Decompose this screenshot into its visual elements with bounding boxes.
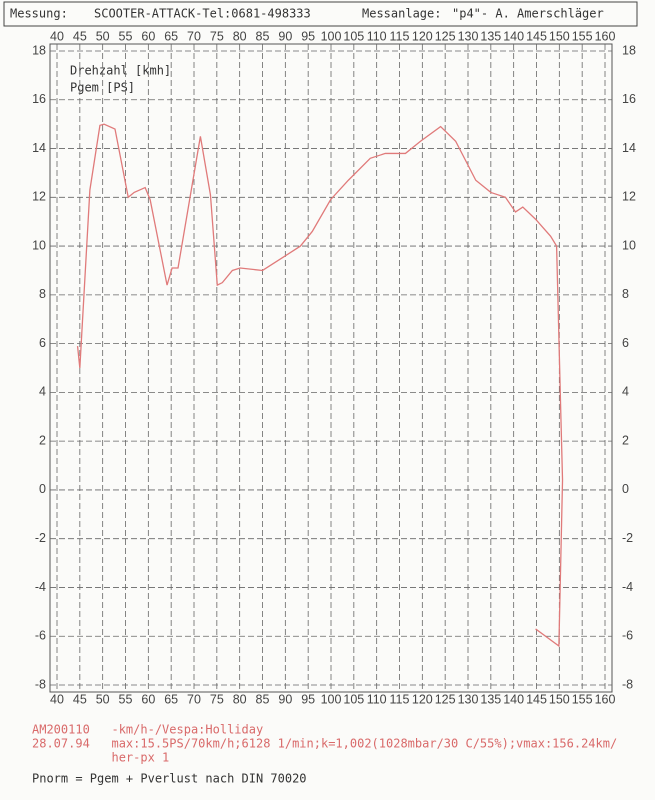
- x-tick-label: 155: [572, 29, 593, 43]
- x-tick-label: 140: [503, 692, 524, 706]
- x-tick-label: 150: [549, 692, 570, 706]
- x-tick-label: 140: [503, 29, 524, 43]
- x-tick-label: 60: [141, 29, 155, 43]
- y-tick-label: 2: [39, 433, 46, 447]
- x-tick-label: 70: [187, 692, 201, 706]
- x-tick-label: 120: [412, 692, 433, 706]
- x-tick-label: 125: [435, 29, 456, 43]
- x-tick-label: 55: [119, 29, 133, 43]
- y-tick-label: 6: [39, 336, 46, 350]
- x-tick-label: 120: [412, 29, 433, 43]
- y-tick-label: 10: [622, 238, 636, 252]
- y-tick-label: 8: [622, 287, 629, 301]
- y-tick-label: -2: [622, 531, 633, 545]
- x-tick-label: 80: [233, 692, 247, 706]
- x-tick-label: 160: [595, 692, 616, 706]
- x-tick-label: 45: [73, 29, 87, 43]
- y-tick-label: 16: [32, 92, 46, 106]
- x-tick-label: 105: [343, 29, 364, 43]
- x-tick-label: 110: [367, 29, 387, 43]
- x-tick-label: 40: [50, 692, 64, 706]
- y-tick-label: 4: [622, 385, 629, 399]
- power-line: [76, 123, 564, 648]
- x-tick-label: 110: [367, 692, 387, 706]
- y-tick-label: -8: [35, 677, 46, 691]
- y-tick-label: -4: [35, 580, 46, 594]
- y-tick-label: 8: [39, 287, 46, 301]
- x-tick-label: 40: [50, 29, 64, 43]
- y-tick-label: -8: [622, 677, 633, 691]
- y-tick-label: 14: [622, 141, 636, 155]
- y-tick-label: 14: [32, 141, 46, 155]
- header-value: SCOOTER-ATTACK-Tel:0681-498333: [94, 7, 311, 21]
- y-tick-label: -2: [35, 531, 46, 545]
- y-tick-label: -4: [622, 580, 633, 594]
- x-tick-label: 160: [595, 29, 616, 43]
- y-tick-label: 12: [622, 190, 636, 204]
- x-tick-label: 60: [141, 692, 155, 706]
- y-tick-label: 4: [39, 385, 46, 399]
- x-tick-label: 50: [96, 29, 110, 43]
- y-tick-label: 10: [32, 238, 46, 252]
- y-tick-label: 18: [622, 43, 636, 57]
- y-tick-label: -6: [622, 629, 633, 643]
- x-tick-label: 70: [187, 29, 201, 43]
- x-tick-label: 105: [343, 692, 364, 706]
- y-tick-label: 18: [32, 43, 46, 57]
- x-tick-label: 80: [233, 29, 247, 43]
- x-tick-label: 75: [210, 29, 224, 43]
- y-tick-label: 0: [39, 482, 46, 496]
- y-tick-label: 0: [622, 482, 629, 496]
- y-tick-label: -6: [35, 629, 46, 643]
- x-tick-label: 130: [458, 29, 479, 43]
- x-tick-label: 100: [321, 29, 342, 43]
- x-tick-label: 145: [526, 29, 547, 43]
- x-tick-label: 45: [73, 692, 87, 706]
- y-tick-label: 16: [622, 92, 636, 106]
- x-tick-label: 85: [256, 29, 270, 43]
- x-tick-label: 130: [458, 692, 479, 706]
- x-tick-label: 65: [164, 29, 178, 43]
- x-tick-label: 90: [278, 29, 292, 43]
- x-tick-label: 85: [256, 692, 270, 706]
- x-tick-label: 155: [572, 692, 593, 706]
- x-tick-label: 65: [164, 692, 178, 706]
- x-tick-label: 50: [96, 692, 110, 706]
- x-tick-label: 150: [549, 29, 570, 43]
- footer-line: AM200110 -km/h-/Vespa:Holliday: [32, 723, 263, 737]
- footer-line: 28.07.94 max:15.5PS/70km/h;6128 1/min;k=…: [32, 737, 617, 751]
- x-tick-label: 125: [435, 692, 456, 706]
- x-tick-label: 100: [321, 692, 342, 706]
- x-tick-label: 135: [480, 692, 501, 706]
- header-label: Messanlage:: [362, 7, 441, 21]
- x-tick-label: 90: [278, 692, 292, 706]
- header-value: "p4"- A. Amerschläger: [452, 7, 604, 21]
- footer-formula: Pnorm = Pgem + Pverlust nach DIN 70020: [32, 772, 307, 786]
- x-tick-label: 75: [210, 692, 224, 706]
- x-tick-label: 95: [301, 692, 315, 706]
- legend-entry: Pgem [PS]: [70, 81, 135, 95]
- x-tick-label: 115: [390, 692, 410, 706]
- x-tick-label: 145: [526, 692, 547, 706]
- x-tick-label: 55: [119, 692, 133, 706]
- x-tick-label: 135: [480, 29, 501, 43]
- y-tick-label: 12: [32, 190, 46, 204]
- header-box: [3, 1, 638, 27]
- footer-line: her-px 1: [32, 751, 169, 765]
- y-tick-label: 2: [622, 433, 629, 447]
- x-tick-label: 115: [390, 29, 410, 43]
- x-tick-label: 95: [301, 29, 315, 43]
- legend-entry: Drehzahl [kmh]: [70, 64, 171, 78]
- y-tick-label: 6: [622, 336, 629, 350]
- header-label: Messung:: [10, 7, 68, 21]
